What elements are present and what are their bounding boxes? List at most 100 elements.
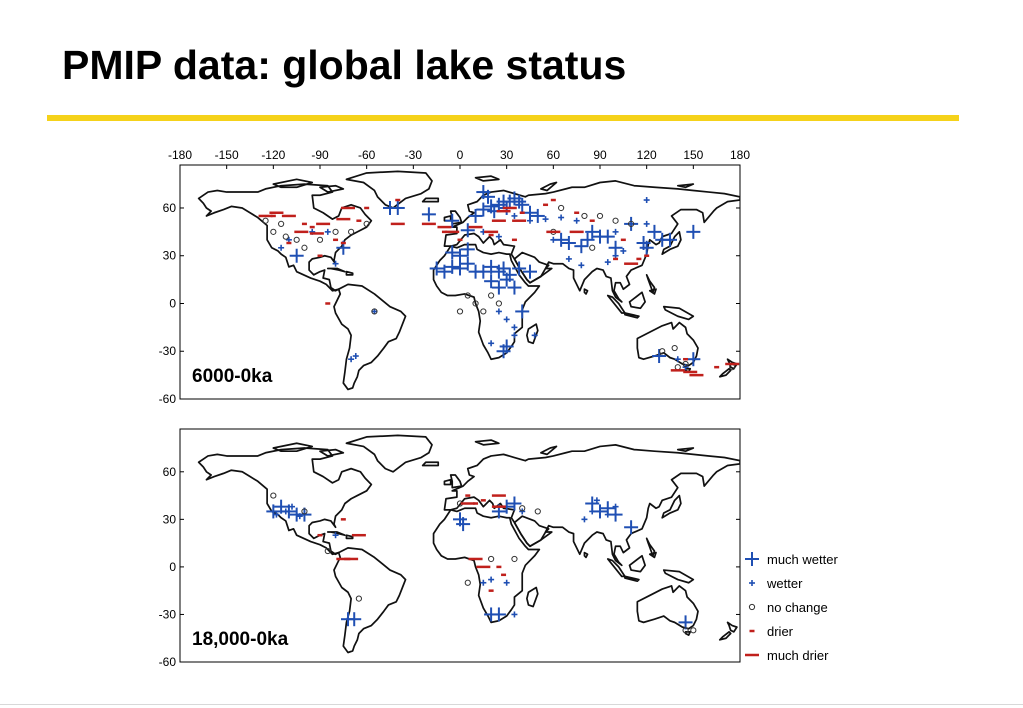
x-tick-label: -180 <box>168 148 192 162</box>
data-point-much-wetter <box>585 224 600 239</box>
data-point-much-wetter <box>523 264 537 279</box>
data-point-much-wetter <box>530 208 545 223</box>
data-point-wetter <box>682 364 689 371</box>
data-point-wetter <box>371 308 378 315</box>
data-point-wetter <box>296 513 303 520</box>
data-point-much-wetter <box>476 264 491 279</box>
data-point-much-wetter <box>460 256 475 271</box>
data-point-much-wetter <box>499 272 514 287</box>
x-tick-label: 120 <box>637 148 657 162</box>
y-tick-label: -60 <box>159 392 177 406</box>
data-point-wetter <box>511 611 518 618</box>
data-point-much-wetter <box>600 229 615 244</box>
data-point-much-wetter <box>476 202 491 217</box>
y-tick-label: 60 <box>163 465 177 479</box>
data-point-no-change <box>589 244 596 251</box>
data-point-no-change <box>558 204 565 212</box>
data-point-no-change <box>682 360 689 368</box>
data-point-much-wetter <box>445 245 460 260</box>
data-point-wetter <box>643 220 650 227</box>
data-point-wetter <box>282 508 289 515</box>
data-point-wetter <box>511 212 518 219</box>
data-point-wetter <box>542 216 549 223</box>
y-tick-label: 30 <box>163 512 177 526</box>
legend-label-drier: drier <box>767 624 794 639</box>
data-point-wetter <box>578 262 585 269</box>
data-point-much-wetter <box>624 216 639 231</box>
data-point-much-wetter <box>456 517 471 532</box>
data-point-much-wetter <box>608 507 623 522</box>
data-point-much-wetter <box>445 259 460 274</box>
data-point-no-change <box>612 217 619 224</box>
data-point-no-change <box>270 492 277 499</box>
data-point-no-change <box>534 508 541 515</box>
data-point-no-change <box>456 308 464 315</box>
data-point-much-wetter <box>561 236 576 250</box>
data-point-much-wetter <box>484 259 499 274</box>
data-point-much-wetter <box>678 615 693 630</box>
data-point-much-wetter <box>686 352 701 367</box>
data-point-much-wetter <box>460 223 475 238</box>
data-point-no-change <box>464 292 471 299</box>
data-point-much-wetter <box>445 213 460 228</box>
data-point-no-change <box>488 555 495 563</box>
panel-18000-0ka: 60 30 0 -30 -60 18,000-0ka <box>159 428 741 669</box>
data-point-no-change <box>262 217 269 224</box>
data-point-much-wetter <box>429 261 444 276</box>
legend-label-no-change: no change <box>767 600 828 615</box>
map-frame <box>179 164 741 400</box>
data-point-much-wetter <box>585 496 600 511</box>
y-tick-label: -60 <box>159 655 177 669</box>
data-point-no-change <box>355 595 362 602</box>
data-point-much-wetter <box>515 304 530 319</box>
data-point-wetter <box>620 247 627 254</box>
data-point-wetter <box>278 244 285 251</box>
data-point-much-wetter <box>624 520 639 535</box>
legend-symbol-much-wetter <box>745 552 759 566</box>
data-point-much-wetter <box>347 612 362 627</box>
data-point-much-wetter <box>421 207 436 222</box>
y-tick-label: -30 <box>159 607 177 621</box>
data-point-wetter <box>612 503 619 510</box>
data-point-wetter <box>589 508 596 515</box>
data-point-much-wetter <box>453 248 467 263</box>
data-point-no-change <box>464 579 471 586</box>
data-point-no-change <box>301 244 308 251</box>
data-point-wetter <box>565 255 572 262</box>
data-point-much-wetter <box>496 261 511 276</box>
map-frame <box>179 428 741 663</box>
data-point-wetter <box>348 356 355 363</box>
data-point-wetter <box>352 353 359 360</box>
data-point-much-wetter <box>460 242 475 257</box>
data-point-wetter <box>604 511 611 518</box>
data-point-much-wetter <box>453 261 467 276</box>
panel-label: 18,000-0ka <box>192 629 289 650</box>
data-point-much-wetter <box>608 240 623 255</box>
data-point-no-change <box>363 220 370 227</box>
legend-label-much-wetter: much wetter <box>767 552 838 567</box>
data-point-no-change <box>278 220 285 227</box>
data-point-much-wetter <box>593 504 607 519</box>
data-point-much-wetter <box>468 208 483 223</box>
x-tick-label: 0 <box>457 148 464 162</box>
panel-6000-0ka: 60 30 0 -30 -60 -180 -150 -120 -90 -60 -30 0 30 60 90 1… <box>159 148 751 406</box>
data-point-no-change <box>270 228 277 235</box>
data-point-much-wetter <box>512 194 527 209</box>
data-point-much-wetter <box>491 280 506 295</box>
data-point-wetter <box>593 497 600 504</box>
data-point-wetter <box>531 332 538 339</box>
data-point-wetter <box>511 324 518 331</box>
data-point-much-wetter <box>383 200 397 215</box>
x-tick-label: 90 <box>593 148 607 162</box>
data-point-wetter <box>488 576 495 583</box>
legend-label-wetter: wetter <box>766 576 803 591</box>
data-point-no-change <box>519 505 526 512</box>
legend-label-much-drier: much drier <box>767 648 829 663</box>
data-point-much-wetter <box>481 189 495 204</box>
data-point-much-wetter <box>580 232 595 247</box>
x-tick-label: 180 <box>730 148 750 162</box>
data-point-no-change <box>659 348 666 355</box>
x-tick-label: 30 <box>500 148 514 162</box>
data-point-wetter <box>511 332 518 339</box>
